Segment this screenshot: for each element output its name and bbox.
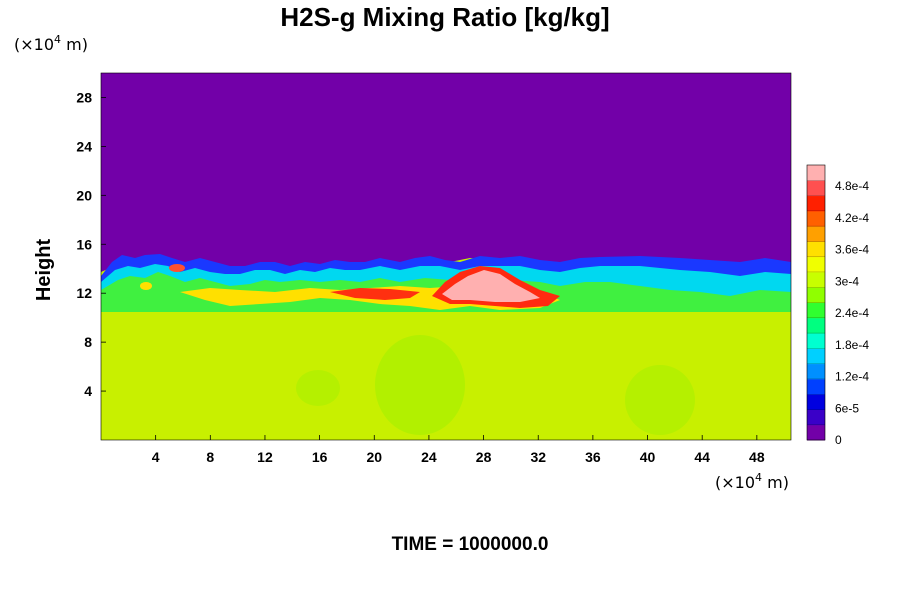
y-axis-ticks: 4 8 12 16 20 24 28 <box>76 89 106 399</box>
y-unit-exponent: 4 <box>54 33 61 46</box>
colorbar-segment-13 <box>807 226 825 242</box>
y-tick-label-12: 12 <box>76 285 92 301</box>
colorbar-segment-14 <box>807 210 825 227</box>
colorbar-segment-4 <box>807 363 825 380</box>
y-unit-suffix: m) <box>61 35 88 54</box>
x-tick-label-28: 28 <box>476 449 492 465</box>
x-tick-label-36: 36 <box>585 449 601 465</box>
colorbar-tick-label-8: 4.8e-4 <box>835 179 869 193</box>
colorbar-tick-label-3: 1.8e-4 <box>835 338 869 352</box>
lower-plume-b <box>625 365 695 435</box>
colorbar-segment-1 <box>807 409 825 426</box>
chart-title: H2S-g Mixing Ratio [kg/kg] <box>280 2 609 32</box>
x-unit-suffix: m) <box>762 473 789 492</box>
y-tick-label-20: 20 <box>76 187 92 203</box>
y-tick-label-24: 24 <box>76 138 92 154</box>
colorbar-tick-label-4: 2.4e-4 <box>835 306 869 320</box>
x-tick-label-40: 40 <box>640 449 656 465</box>
colorbar-tick-label-5: 3e-4 <box>835 274 859 288</box>
colorbar-tick-label-6: 3.6e-4 <box>835 243 869 257</box>
colorbar-tick-label-7: 4.2e-4 <box>835 211 869 225</box>
hotspot-small <box>140 282 152 290</box>
colorbar-segment-10 <box>807 271 825 288</box>
colorbar-segment-7 <box>807 317 825 334</box>
y-unit-prefix: (×10 <box>14 35 54 54</box>
colorbar <box>806 164 826 441</box>
high-concentration-core <box>442 270 540 302</box>
y-unit-label: (×104 m) <box>14 33 88 54</box>
colorbar-segment-17 <box>807 165 825 181</box>
x-tick-label-8: 8 <box>206 449 214 465</box>
x-tick-label-32: 32 <box>530 449 546 465</box>
y-tick-label-28: 28 <box>76 89 92 105</box>
colorbar-tick-label-0: 0 <box>835 433 842 447</box>
x-axis-ticks: 4 8 12 16 20 24 28 32 36 40 44 48 <box>152 435 765 465</box>
y-axis-title: Height <box>33 239 55 302</box>
colorbar-segment-16 <box>807 180 825 197</box>
colorbar-tick-label-1: 6e-5 <box>835 401 859 415</box>
lower-plume-a <box>375 335 465 435</box>
y-tick-label-8: 8 <box>84 334 92 350</box>
time-label: TIME = 1000000.0 <box>392 534 549 555</box>
colorbar-segment-15 <box>807 195 825 212</box>
colorbar-segment-11 <box>807 256 825 273</box>
y-tick-label-4: 4 <box>84 383 92 399</box>
plot-frame <box>100 72 792 441</box>
lower-plume-c <box>296 370 340 406</box>
colorbar-segment-8 <box>807 302 825 319</box>
x-tick-label-12: 12 <box>257 449 273 465</box>
colorbar-tick-label-2: 1.2e-4 <box>835 370 869 384</box>
heatmap-plot-area <box>101 73 791 440</box>
x-unit-label: (×104 m) <box>715 471 789 492</box>
x-tick-label-44: 44 <box>694 449 710 465</box>
colorbar-ticks: 0 6e-5 1.2e-4 1.8e-4 2.4e-4 3e-4 3.6e-4 4.2e-4 4… <box>835 179 869 447</box>
colorbar-segment-5 <box>807 348 825 365</box>
red-band-left <box>330 288 420 300</box>
x-tick-label-4: 4 <box>152 449 160 465</box>
colorbar-frame <box>806 164 826 441</box>
hotspot-left <box>169 264 185 272</box>
colorbar-segment-3 <box>807 378 825 395</box>
colorbar-segment-6 <box>807 333 825 349</box>
colorbar-segment-2 <box>807 394 825 410</box>
x-tick-label-24: 24 <box>421 449 437 465</box>
x-tick-label-48: 48 <box>749 449 765 465</box>
x-tick-label-16: 16 <box>312 449 328 465</box>
x-unit-exponent: 4 <box>755 471 762 484</box>
x-tick-label-20: 20 <box>366 449 382 465</box>
x-unit-prefix: (×10 <box>715 473 755 492</box>
colorbar-segment-0 <box>807 424 825 441</box>
colorbar-segment-9 <box>807 287 825 303</box>
y-tick-label-16: 16 <box>76 236 92 252</box>
colorbar-segment-12 <box>807 241 825 258</box>
